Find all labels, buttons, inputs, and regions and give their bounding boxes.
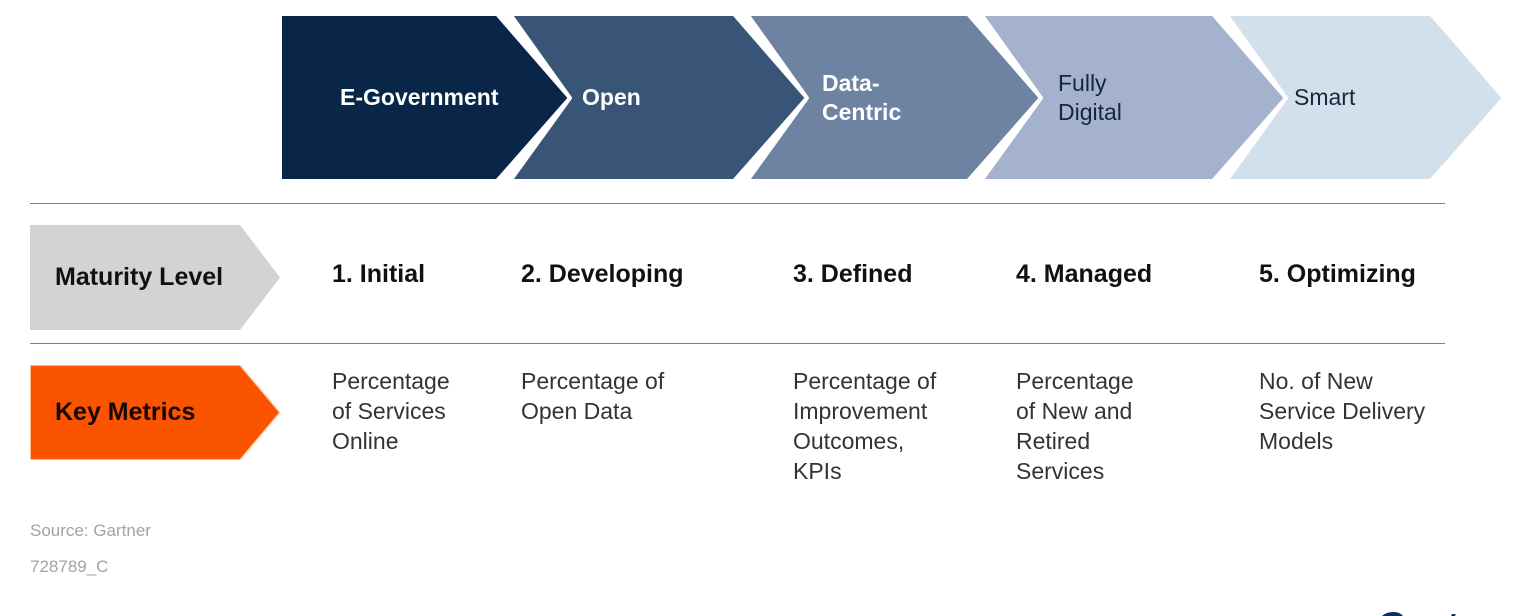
svg-text:Gartner: Gartner <box>1375 605 1522 616</box>
